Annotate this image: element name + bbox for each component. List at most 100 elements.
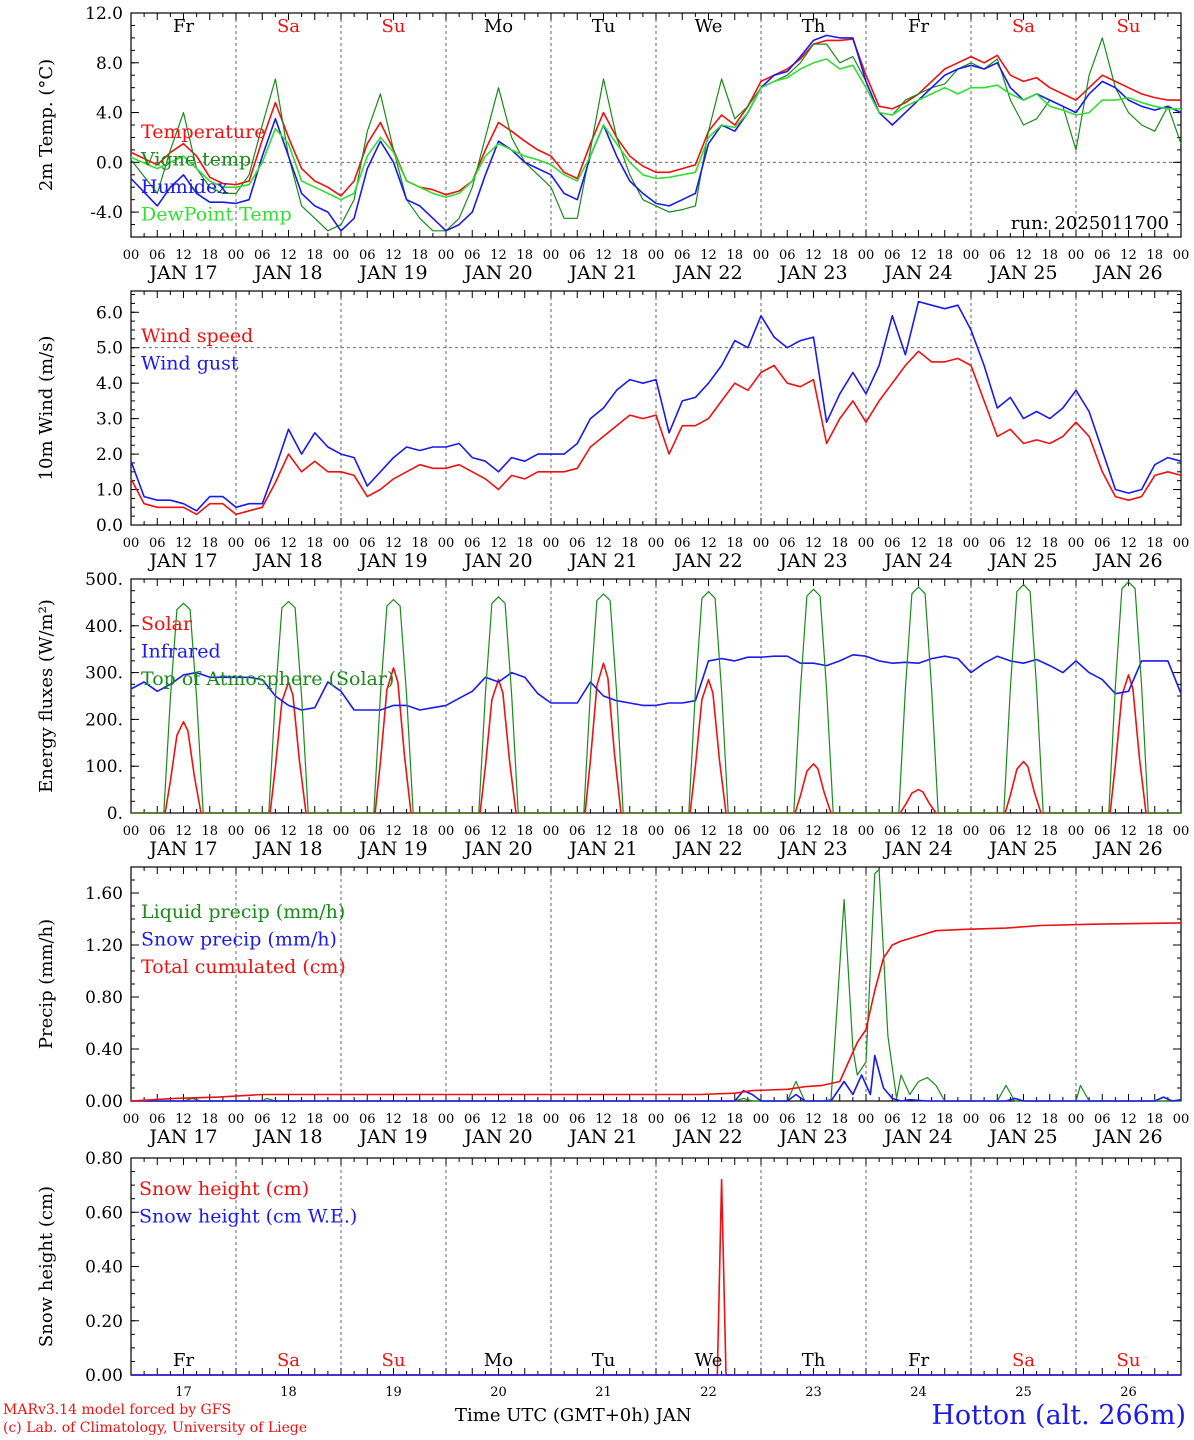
hour-tick-label: 00: [1068, 1112, 1085, 1127]
date-label: JAN 25: [987, 1126, 1057, 1148]
weekday-label: Mo: [484, 1350, 513, 1371]
hour-tick-label: 06: [569, 536, 586, 551]
hour-tick-label: 06: [674, 248, 691, 263]
hour-tick-label: 06: [884, 536, 901, 551]
hour-tick-label: 18: [516, 536, 533, 551]
hour-tick-label: 00: [858, 1112, 875, 1127]
y-tick-label: 100.: [85, 757, 123, 777]
panel-precip: 0.00 0.40 0.80 1.20 1.60 Precip (mm/h) Liquid …: [36, 866, 1189, 1148]
hour-tick-label: 12: [490, 1112, 507, 1127]
hour-tick-label: 18: [411, 824, 428, 839]
model-credit: MARv3.14 model forced by GFS (c) Lab. of…: [3, 1401, 307, 1437]
weekday-label: Fr: [908, 1350, 929, 1371]
date-label: JAN 26: [1092, 550, 1162, 572]
hour-tick-label: 12: [1120, 824, 1137, 839]
legend-entry: DewPoint Temp: [141, 204, 292, 226]
hour-tick-label: 12: [700, 1112, 717, 1127]
hour-tick-label: 06: [989, 1112, 1006, 1127]
weekday-label: Sa: [1012, 16, 1035, 37]
hour-tick-label: 00: [1068, 248, 1085, 263]
hour-tick-label: 18: [516, 248, 533, 263]
date-label: JAN 23: [777, 1126, 847, 1148]
panel-snow: 0.00 0.20 0.40 0.60 0.80 Snow height (cm) Snow…: [36, 1149, 1182, 1400]
date-label: JAN 20: [462, 550, 532, 572]
hour-tick-label: 06: [464, 1112, 481, 1127]
hour-tick-label: 00: [543, 824, 560, 839]
hour-tick-label: 06: [254, 248, 271, 263]
date-label: JAN 24: [882, 1126, 952, 1148]
hour-tick-label: 06: [149, 248, 166, 263]
weekday-label: Th: [802, 1350, 826, 1371]
weekday-label: We: [695, 16, 723, 37]
day-number-label: 26: [1120, 1385, 1137, 1400]
hour-tick-label: 12: [385, 248, 402, 263]
hour-tick-label: 18: [306, 248, 323, 263]
hour-tick-label: 06: [254, 536, 271, 551]
hour-tick-label: 00: [543, 1112, 560, 1127]
date-label: JAN 20: [462, 1126, 532, 1148]
date-label: JAN 19: [357, 838, 427, 860]
hour-tick-label: 12: [595, 1112, 612, 1127]
y-tick-label: -4.0: [90, 203, 123, 223]
hour-tick-label: 12: [1120, 248, 1137, 263]
date-label: JAN 25: [987, 550, 1057, 572]
hour-tick-label: 00: [228, 536, 245, 551]
date-label: JAN 18: [252, 262, 322, 284]
weekday-label: Tu: [592, 16, 616, 37]
hour-tick-label: 18: [1041, 536, 1058, 551]
hour-tick-label: 12: [1015, 248, 1032, 263]
hour-tick-label: 06: [1094, 1112, 1111, 1127]
hour-tick-label: 06: [149, 1112, 166, 1127]
hour-tick-label: 06: [884, 824, 901, 839]
y-tick-label: 0.00: [85, 1366, 123, 1386]
hour-tick-label: 00: [123, 1112, 140, 1127]
date-label: JAN 23: [777, 838, 847, 860]
date-label: JAN 21: [567, 262, 637, 284]
date-label: JAN 18: [252, 1126, 322, 1148]
hour-tick-label: 12: [1015, 536, 1032, 551]
hour-tick-label: 06: [989, 536, 1006, 551]
date-label: JAN 17: [147, 838, 217, 860]
hour-tick-label: 12: [700, 536, 717, 551]
day-number-label: 22: [700, 1385, 717, 1400]
hour-tick-label: 00: [753, 1112, 770, 1127]
legend-entry: Humidex: [141, 176, 228, 198]
hour-tick-label: 12: [280, 1112, 297, 1127]
hour-tick-label: 18: [831, 536, 848, 551]
hour-tick-label: 06: [779, 1112, 796, 1127]
hour-tick-label: 06: [359, 824, 376, 839]
legend-entry: Snow height (cm): [139, 1178, 309, 1200]
hour-tick-label: 06: [989, 248, 1006, 263]
legend-entry: Top of Atmosphere (Solar): [141, 668, 394, 690]
hour-tick-label: 18: [1041, 824, 1058, 839]
legend-entry: Wind speed: [141, 325, 253, 347]
day-number-label: 17: [175, 1385, 192, 1400]
hour-tick-label: 18: [1041, 248, 1058, 263]
hour-tick-label: 00: [858, 824, 875, 839]
date-label: JAN 22: [672, 838, 742, 860]
hour-tick-label: 18: [201, 536, 218, 551]
hour-tick-label: 06: [464, 536, 481, 551]
hour-tick-label: 06: [464, 248, 481, 263]
date-label: JAN 18: [252, 550, 322, 572]
y-tick-label: 6.0: [96, 303, 123, 323]
hour-tick-label: 00: [333, 536, 350, 551]
hour-tick-label: 00: [753, 824, 770, 839]
weekday-label: Th: [802, 16, 826, 37]
hour-tick-label: 18: [936, 1112, 953, 1127]
hour-tick-label: 12: [175, 536, 192, 551]
hour-tick-label: 06: [884, 1112, 901, 1127]
weekday-label: Fr: [908, 16, 929, 37]
hour-tick-label: 00: [333, 248, 350, 263]
weekday-label: Su: [1117, 16, 1141, 37]
y-tick-label: 400.: [85, 617, 123, 637]
hour-tick-label: 12: [175, 824, 192, 839]
hour-tick-label: 06: [569, 824, 586, 839]
hour-tick-label: 12: [595, 536, 612, 551]
y-tick-label: 0.40: [85, 1258, 123, 1278]
weekday-label: Sa: [277, 16, 300, 37]
panel-temp: -4.0 0.0 4.0 8.0 12.0 2m Temp. (°C) Temperatur…: [36, 4, 1189, 284]
hour-tick-label: 18: [831, 824, 848, 839]
hour-tick-label: 06: [674, 824, 691, 839]
hour-tick-label: 12: [280, 248, 297, 263]
